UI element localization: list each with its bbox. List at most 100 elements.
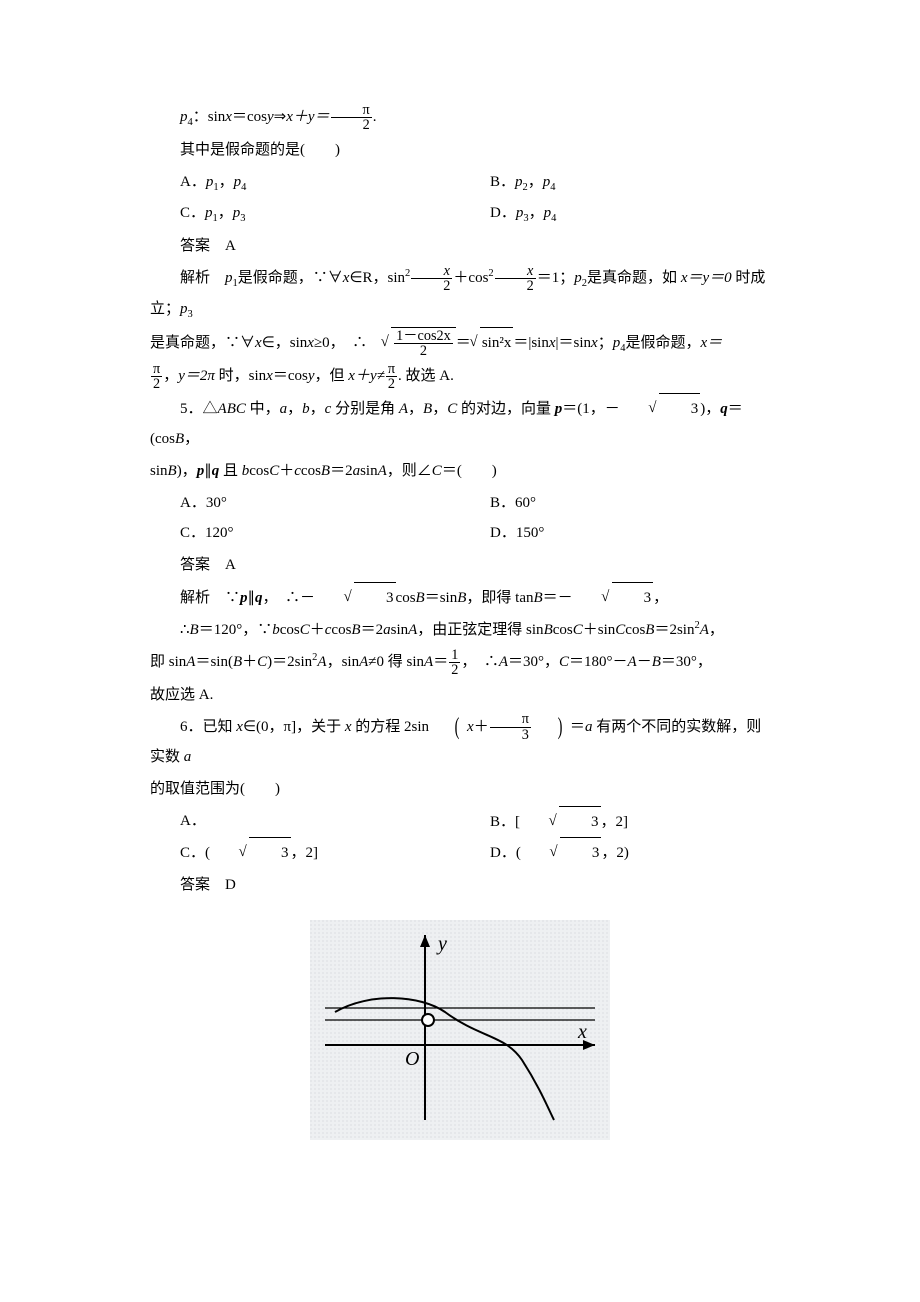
x: x [591,335,598,351]
options-5-cd: C．120° D．150° [150,518,770,548]
frac-pi-2: π2 [331,103,372,133]
comma: ， [218,205,233,221]
C: C [269,463,279,479]
t: ， [408,401,423,417]
A: A [317,654,326,670]
p: p [240,590,248,606]
options-row-cd: C．p1，p3 D．p3，p4 [150,198,770,229]
t: ，sin [327,654,360,670]
C: C [573,622,583,638]
answer-value: A [225,557,236,573]
t: )， [700,401,720,417]
den: 2 [386,376,397,391]
t: ＝sin [425,590,458,606]
sqrt3: 3 [573,582,654,613]
num: 1－cos2x [394,329,453,343]
analysis-label: 解析 [180,270,225,286]
A: A [399,401,408,417]
sum: x＋y＝ [286,109,329,125]
t: ，则∠ [387,463,432,479]
rad3: 3 [659,393,701,424]
q6-num: 6． [180,719,203,735]
B: B [233,654,242,670]
s: 3 [240,213,245,224]
options-6-cd: C．(3，2] D．(3，2) [150,837,770,868]
option-a: A．30° [150,488,460,518]
analysis-label: 解析 [180,590,225,606]
b: b [272,622,280,638]
t: sin [360,463,378,479]
analysis-5-line4: 故应选 A. [150,680,770,710]
t: ＋cos [453,270,488,286]
t: ∥ [248,590,256,606]
t: ＋sin [583,622,616,638]
opt-b-prefix: B． [490,174,515,190]
t: ＋ [474,719,489,735]
opt-d-prefix: D． [490,205,516,221]
t: ＝(1，－ [562,401,620,417]
chart-svg: y x O [310,920,610,1140]
x: x [266,368,273,384]
t: ∥ [204,463,212,479]
t: 即 sin [150,654,186,670]
t: ≠0 得 sin [368,654,424,670]
t: ＝30°， [508,654,559,670]
t: 是假命题，∵∀ [238,270,343,286]
x: x [225,109,232,125]
open-point [422,1014,434,1026]
s: 4 [550,182,555,193]
t: 且 [219,463,242,479]
option-c: C．(3，2] [150,837,460,868]
t: ，但 [315,368,349,384]
t: ∈R，sin [349,270,405,286]
rad3: 3 [612,582,654,613]
answer-label: 答案 [180,877,225,893]
analysis-5-line3: 即 sinA＝sin(B＋C)＝2sin2A，sinA≠0 得 sinA＝12，… [150,647,770,677]
analysis-1-line3: π2，y＝2π 时，sinx＝cosy，但 x＋y≠π2. 故选 A. [150,361,770,391]
t: cos [625,622,645,638]
xy: x＋y≠ [348,368,385,384]
t: ＝ [433,654,448,670]
t: ， [163,368,178,384]
chart-bg [310,920,610,1140]
frac: 1－cos2x2 [394,329,453,359]
t: B．[ [490,814,520,830]
t: ， ∴－ [263,590,316,606]
B: B [533,590,542,606]
rad3: 3 [560,837,602,868]
a: a [383,622,391,638]
t: )＝2sin [267,654,312,670]
num: π [331,103,372,117]
option-d: D．p3，p4 [460,198,770,229]
p: p [180,301,188,317]
B: B [351,622,360,638]
t: |＝sin [556,335,592,351]
sc: ； [598,335,613,351]
option-d: D．(3，2) [460,837,770,868]
frac-pi-3: π3 [490,712,531,742]
comma: ， [528,174,543,190]
sqrt3: 3 [210,837,291,868]
answer-5: 答案 A [150,550,770,580]
b: b [302,401,310,417]
s: 4 [551,213,556,224]
chart-figure: y x O [310,920,610,1151]
frac: x2 [495,264,536,294]
t: ＝ [570,719,585,735]
frac: π2 [151,362,162,392]
t: 是假命题， [625,335,700,351]
x: x [467,719,474,735]
p-var: p [180,109,188,125]
B: B [321,463,330,479]
C: C [447,401,457,417]
x: x [307,335,314,351]
num: π [386,362,397,376]
t: cos [553,622,573,638]
sup2: 2 [405,268,410,279]
A: A [424,654,433,670]
ABC: ABC [218,401,246,417]
t: ∴ [180,622,190,638]
num: x [411,264,452,278]
num: π [490,712,531,726]
opt-c-prefix: C． [180,205,205,221]
